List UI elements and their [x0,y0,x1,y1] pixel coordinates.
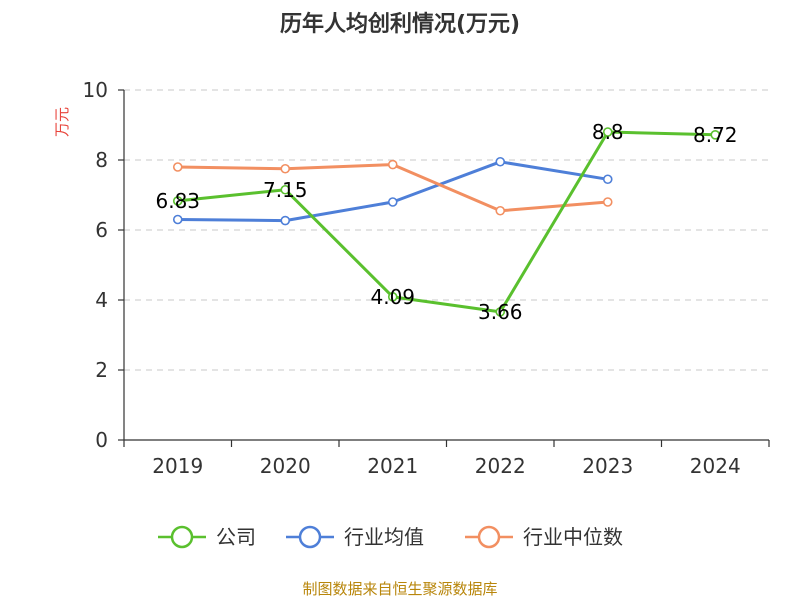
data-point [387,292,398,302]
x-tick-label: 2024 [690,454,741,478]
data-label: 7.15 [263,178,308,202]
data-point [602,127,613,137]
data-point [280,215,291,226]
data-point [387,159,398,170]
chart-title: 历年人均创利情况(万元) [280,11,520,37]
x-tick-label: 2021 [367,454,418,478]
x-tick-label: 2022 [475,454,526,478]
legend-item[interactable]: 行业均值 [286,525,424,549]
data-labels: 6.83 7.15 4.09 3.66 8.8 8.72 [155,120,737,324]
data-label: 8.8 [592,120,624,144]
data-label: 8.72 [693,123,738,147]
legend-label: 行业中位数 [523,525,623,549]
legend-marker [170,525,194,549]
data-point [495,205,506,216]
y-axis-unit-label: 万元 [53,107,71,137]
legend-label: 公司 [216,525,256,549]
x-tick-label: 2020 [260,454,311,478]
legend-item[interactable]: 行业中位数 [465,525,623,549]
legend-marker [298,525,322,549]
legend-label: 行业均值 [344,525,424,549]
y-tick-label: 10 [83,78,108,102]
data-point [172,196,183,206]
y-tick-label: 0 [95,428,108,452]
series-line [176,130,717,314]
y-tick-label: 4 [95,288,108,312]
axes: 0 2 4 6 8 10 2019 2020 2021 2022 2023 2024 [83,78,770,478]
grid-lines [124,89,769,371]
data-point [280,163,291,174]
series-lines [172,127,721,317]
legend-marker [477,525,501,549]
y-tick-label: 6 [95,218,108,242]
data-point [602,174,613,185]
data-point [172,214,183,225]
x-tick-label: 2019 [152,454,203,478]
source-note: 制图数据来自恒生聚源数据库 [302,580,497,598]
data-label: 6.83 [155,189,200,213]
y-tick-label: 2 [95,358,108,382]
data-point [710,130,721,140]
legend[interactable]: 公司 行业均值 行业中位数 [158,525,623,549]
data-point [602,197,613,207]
data-label: 3.66 [478,300,523,324]
data-point [280,184,291,195]
data-point [495,307,506,317]
x-tick-label: 2023 [582,454,633,478]
data-label: 4.09 [370,285,415,309]
legend-item[interactable]: 公司 [158,525,256,549]
data-point [172,162,183,172]
data-point [495,156,506,167]
data-point [387,197,398,207]
series-line [176,160,610,223]
y-tick-label: 8 [95,148,108,172]
